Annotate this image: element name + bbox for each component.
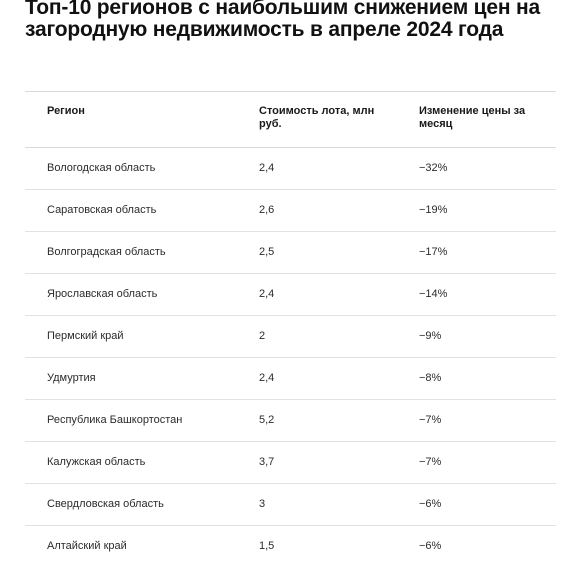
price-change-cell: −6% bbox=[419, 540, 442, 552]
header-lot-cost: Стоимость лота, млн руб. bbox=[259, 105, 375, 130]
region-cell: Пермский край bbox=[47, 330, 124, 342]
table-header: Регион Стоимость лота, млн руб. Изменени… bbox=[25, 91, 556, 148]
table-body: Вологодская область 2,4 −32% Саратовская об… bbox=[25, 148, 556, 568]
region-cell: Волгоградская область bbox=[47, 246, 166, 258]
region-cell: Алтайский край bbox=[47, 540, 127, 552]
table-row: Ярославская область 2,4 −14% bbox=[25, 274, 556, 316]
price-change-cell: −9% bbox=[419, 330, 442, 342]
lot-cost-cell: 1,5 bbox=[259, 540, 275, 552]
price-change-cell: −17% bbox=[419, 246, 448, 258]
lot-cost-cell: 2,4 bbox=[259, 372, 275, 384]
region-cell: Вологодская область bbox=[47, 162, 156, 174]
table-row: Саратовская область 2,6 −19% bbox=[25, 190, 556, 232]
price-change-cell: −7% bbox=[419, 414, 442, 426]
table-row: Удмуртия 2,4 −8% bbox=[25, 358, 556, 400]
price-change-cell: −6% bbox=[419, 498, 442, 510]
region-cell: Республика Башкортостан bbox=[47, 414, 183, 426]
region-cell: Саратовская область bbox=[47, 204, 157, 216]
region-cell: Свердловская область bbox=[47, 498, 164, 510]
table-row: Вологодская область 2,4 −32% bbox=[25, 148, 556, 190]
price-change-cell: −14% bbox=[419, 288, 448, 300]
data-table: Регион Стоимость лота, млн руб. Изменени… bbox=[25, 91, 556, 568]
lot-cost-cell: 2,5 bbox=[259, 246, 275, 258]
region-cell: Калужская область bbox=[47, 456, 146, 468]
lot-cost-cell: 5,2 bbox=[259, 414, 275, 426]
price-change-cell: −32% bbox=[419, 162, 448, 174]
lot-cost-cell: 2,4 bbox=[259, 288, 275, 300]
header-region: Регион bbox=[47, 105, 85, 117]
price-change-cell: −8% bbox=[419, 372, 442, 384]
table-row: Пермский край 2 −9% bbox=[25, 316, 556, 358]
table-row: Свердловская область 3 −6% bbox=[25, 484, 556, 526]
lot-cost-cell: 2,4 bbox=[259, 162, 275, 174]
header-price-change: Изменение цены за месяц bbox=[419, 105, 526, 130]
table-row: Волгоградская область 2,5 −17% bbox=[25, 232, 556, 274]
lot-cost-cell: 3,7 bbox=[259, 456, 275, 468]
lot-cost-cell: 3 bbox=[259, 498, 266, 510]
price-change-cell: −19% bbox=[419, 204, 448, 216]
region-cell: Удмуртия bbox=[47, 372, 96, 384]
price-change-cell: −7% bbox=[419, 456, 442, 468]
table-row: Республика Башкортостан 5,2 −7% bbox=[25, 400, 556, 442]
lot-cost-cell: 2,6 bbox=[259, 204, 275, 216]
lot-cost-cell: 2 bbox=[259, 330, 266, 342]
page-title: Топ-10 регионов с наибольшим снижением ц… bbox=[25, 0, 540, 41]
table-row: Калужская область 3,7 −7% bbox=[25, 442, 556, 484]
region-cell: Ярославская область bbox=[47, 288, 158, 300]
table-row: Алтайский край 1,5 −6% bbox=[25, 526, 556, 568]
